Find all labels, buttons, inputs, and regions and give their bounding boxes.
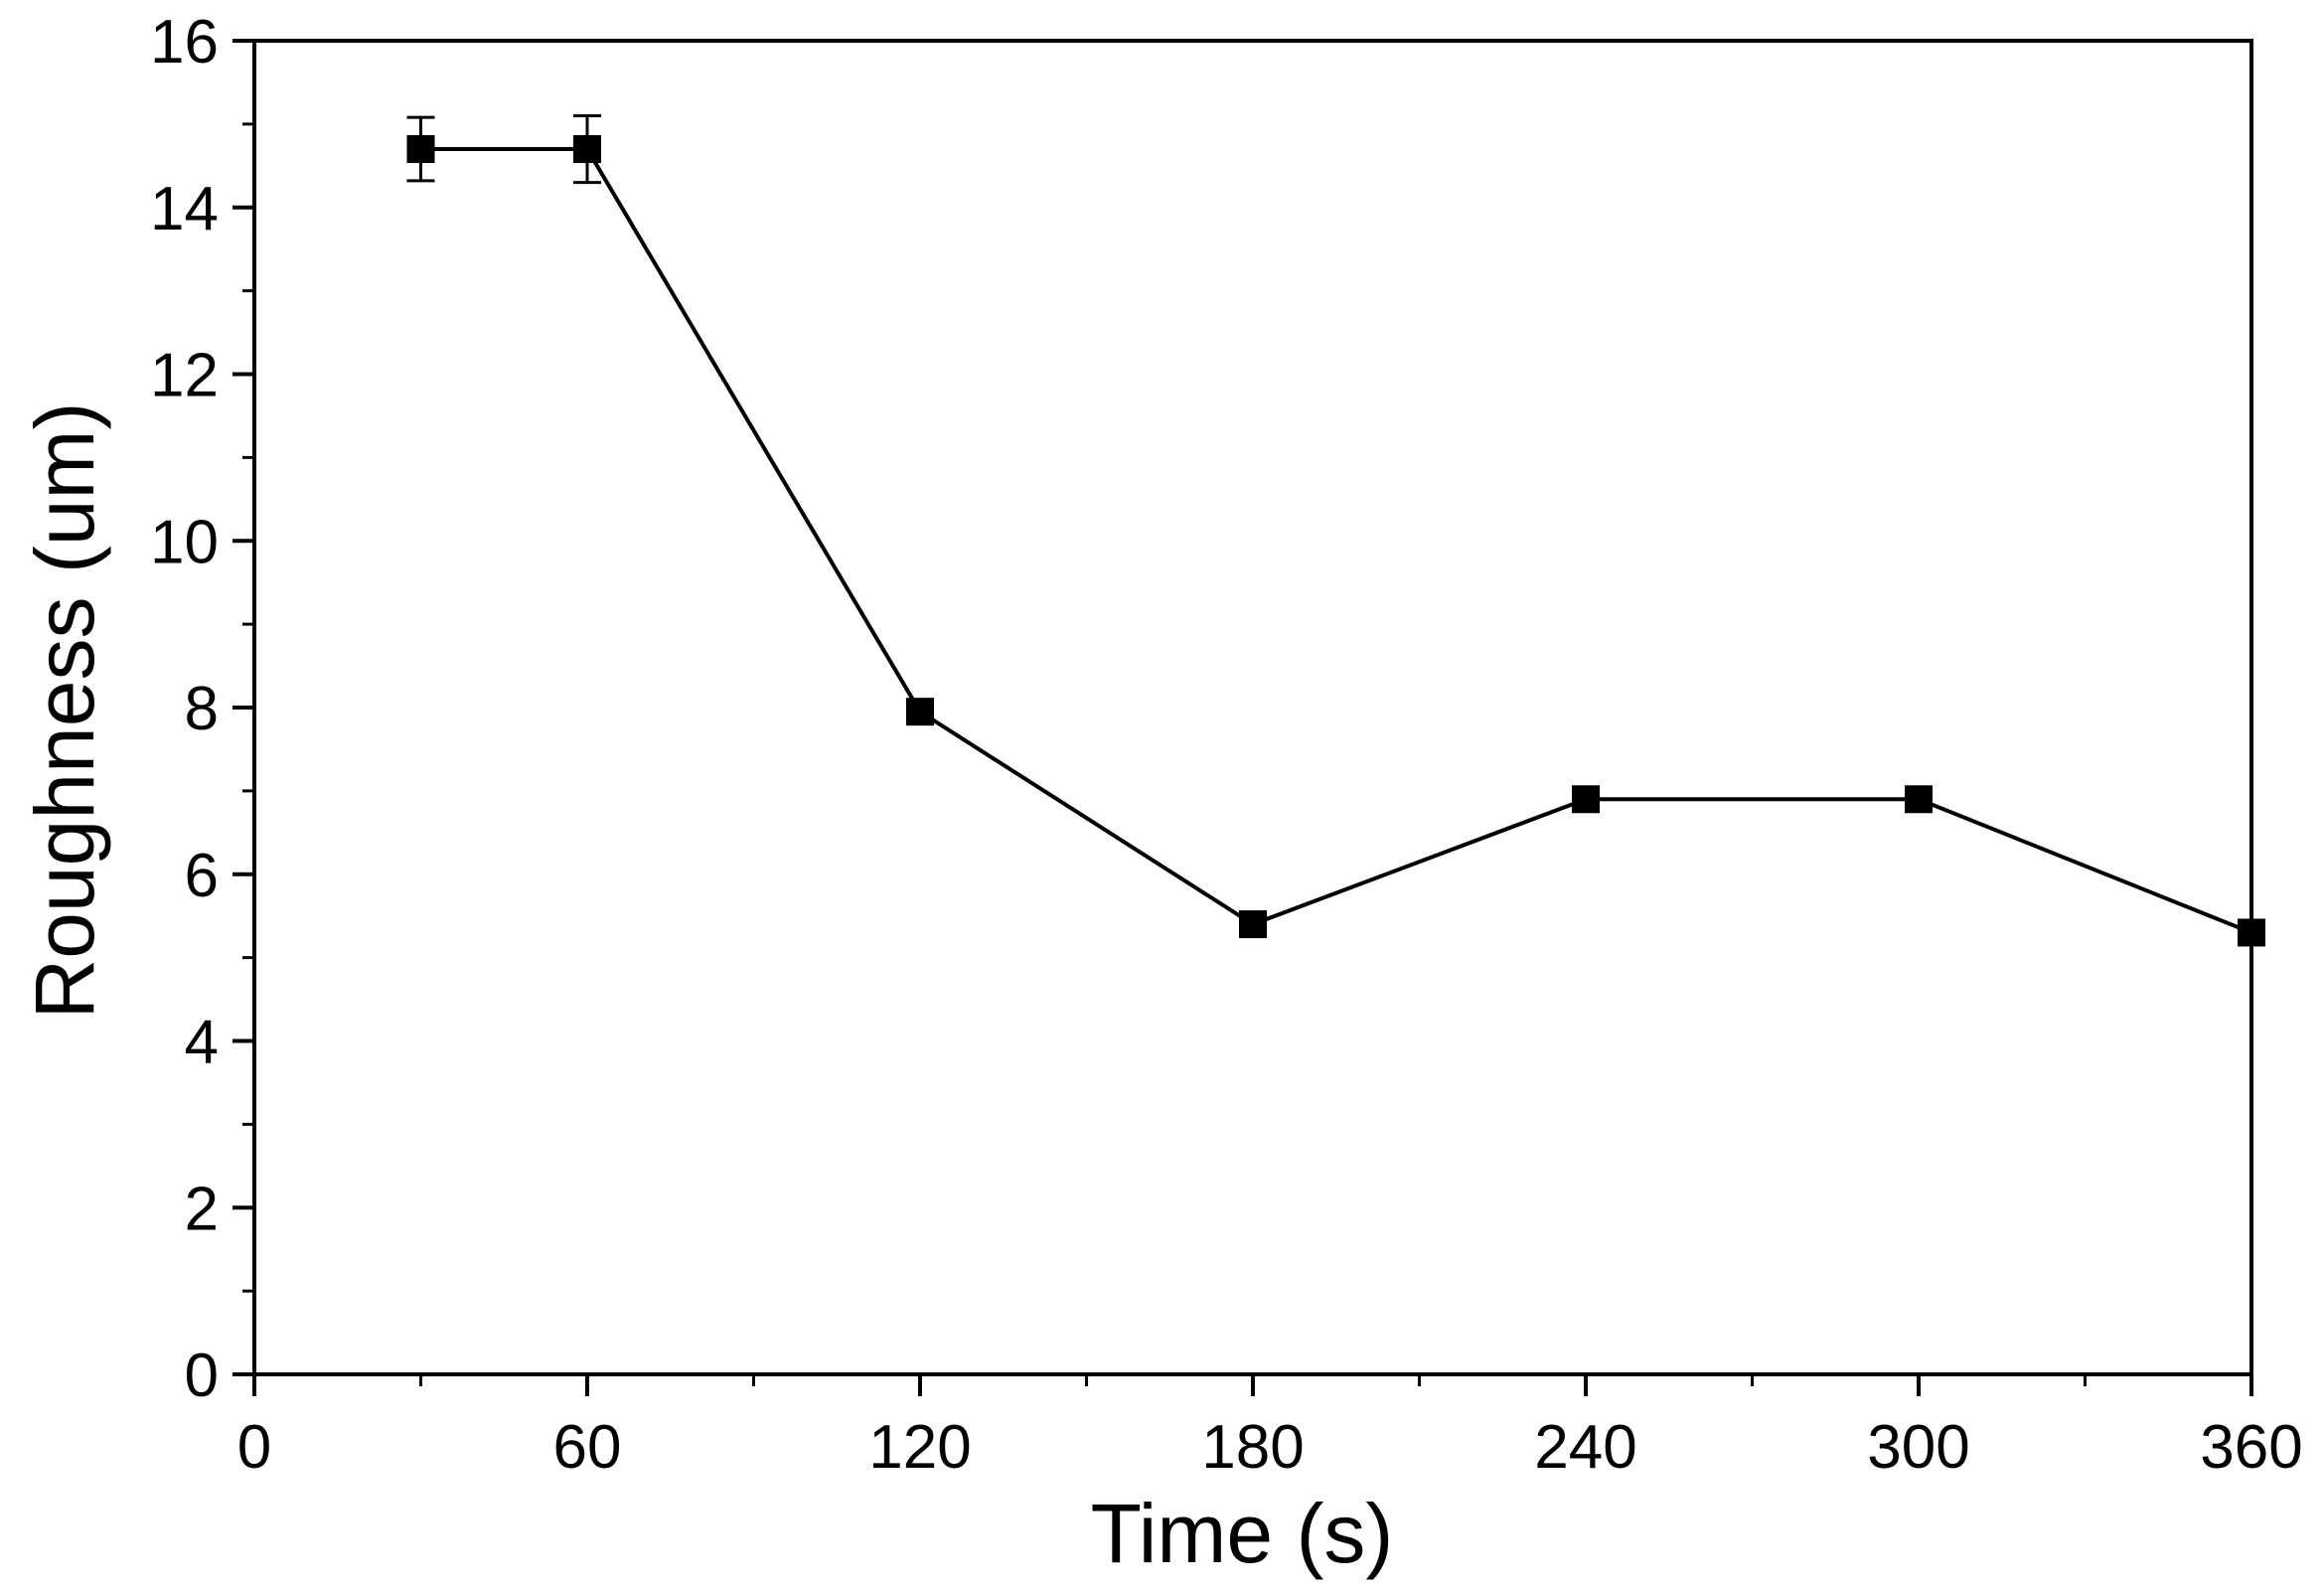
x-tick-label: 120	[868, 1413, 971, 1482]
y-axis-title: Roughness (um)	[18, 402, 111, 1020]
x-axis-title: Time (s)	[1091, 1487, 1394, 1580]
x-tick-label: 240	[1534, 1413, 1636, 1482]
x-tick-label: 360	[2200, 1413, 2302, 1482]
data-point	[2238, 918, 2265, 947]
y-tick-label: 6	[185, 842, 219, 910]
y-tick-label: 4	[185, 1009, 219, 1077]
y-tick-label: 8	[185, 675, 219, 743]
x-tick-label: 180	[1201, 1413, 1304, 1482]
series-line	[420, 147, 2252, 935]
data-point	[906, 698, 934, 726]
data-point	[1572, 785, 1600, 814]
x-tick-label: 300	[1867, 1413, 1969, 1482]
data-point	[406, 135, 435, 164]
y-tick-label: 2	[185, 1175, 219, 1243]
y-tick-label: 14	[150, 175, 219, 243]
y-tick-label: 12	[150, 342, 219, 410]
data-point	[573, 135, 601, 164]
y-tick-label: 0	[185, 1342, 219, 1410]
plot-frame	[252, 39, 2253, 1376]
y-tick-label: 16	[150, 8, 219, 77]
data-point	[1239, 910, 1267, 939]
y-tick-label: 10	[150, 508, 219, 576]
x-tick-label: 0	[237, 1413, 271, 1482]
x-tick-label: 60	[553, 1413, 622, 1482]
data-point	[1905, 785, 1933, 814]
